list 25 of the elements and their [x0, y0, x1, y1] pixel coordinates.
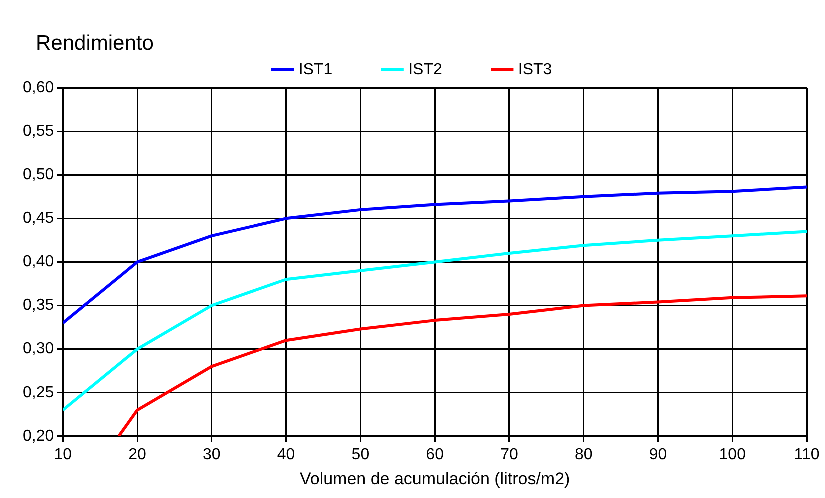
x-tick-label: 40 — [277, 446, 296, 464]
y-tick-label: 0,40 — [23, 254, 54, 271]
y-tick-label: 0,60 — [23, 79, 54, 96]
x-tick-label: 20 — [128, 446, 147, 464]
x-tick-label: 90 — [649, 446, 668, 464]
x-tick-label: 50 — [352, 446, 370, 464]
y-tick-label: 0,45 — [23, 210, 54, 228]
x-axis-title: Volumen de acumulación (litros/m2) — [300, 469, 570, 488]
x-tick-label: 100 — [719, 446, 746, 464]
x-tick-label: 80 — [574, 446, 593, 464]
x-tick-label: 10 — [54, 446, 72, 464]
y-tick-label: 0,25 — [23, 384, 54, 402]
y-tick-label: 0,30 — [23, 340, 54, 358]
y-tick-label: 0,35 — [23, 297, 54, 314]
legend-label: IST2 — [408, 61, 442, 78]
chart-title: Rendimiento — [36, 32, 154, 56]
y-tick-label: 0,50 — [23, 166, 54, 184]
x-tick-label: 110 — [794, 446, 820, 464]
x-tick-label: 30 — [203, 446, 221, 464]
legend-label: IST3 — [518, 61, 552, 78]
x-tick-label: 60 — [426, 446, 444, 464]
y-tick-label: 0,55 — [23, 122, 54, 140]
x-tick-label: 70 — [500, 446, 518, 464]
legend-label: IST1 — [298, 61, 333, 78]
y-tick-label: 0,20 — [23, 428, 54, 445]
